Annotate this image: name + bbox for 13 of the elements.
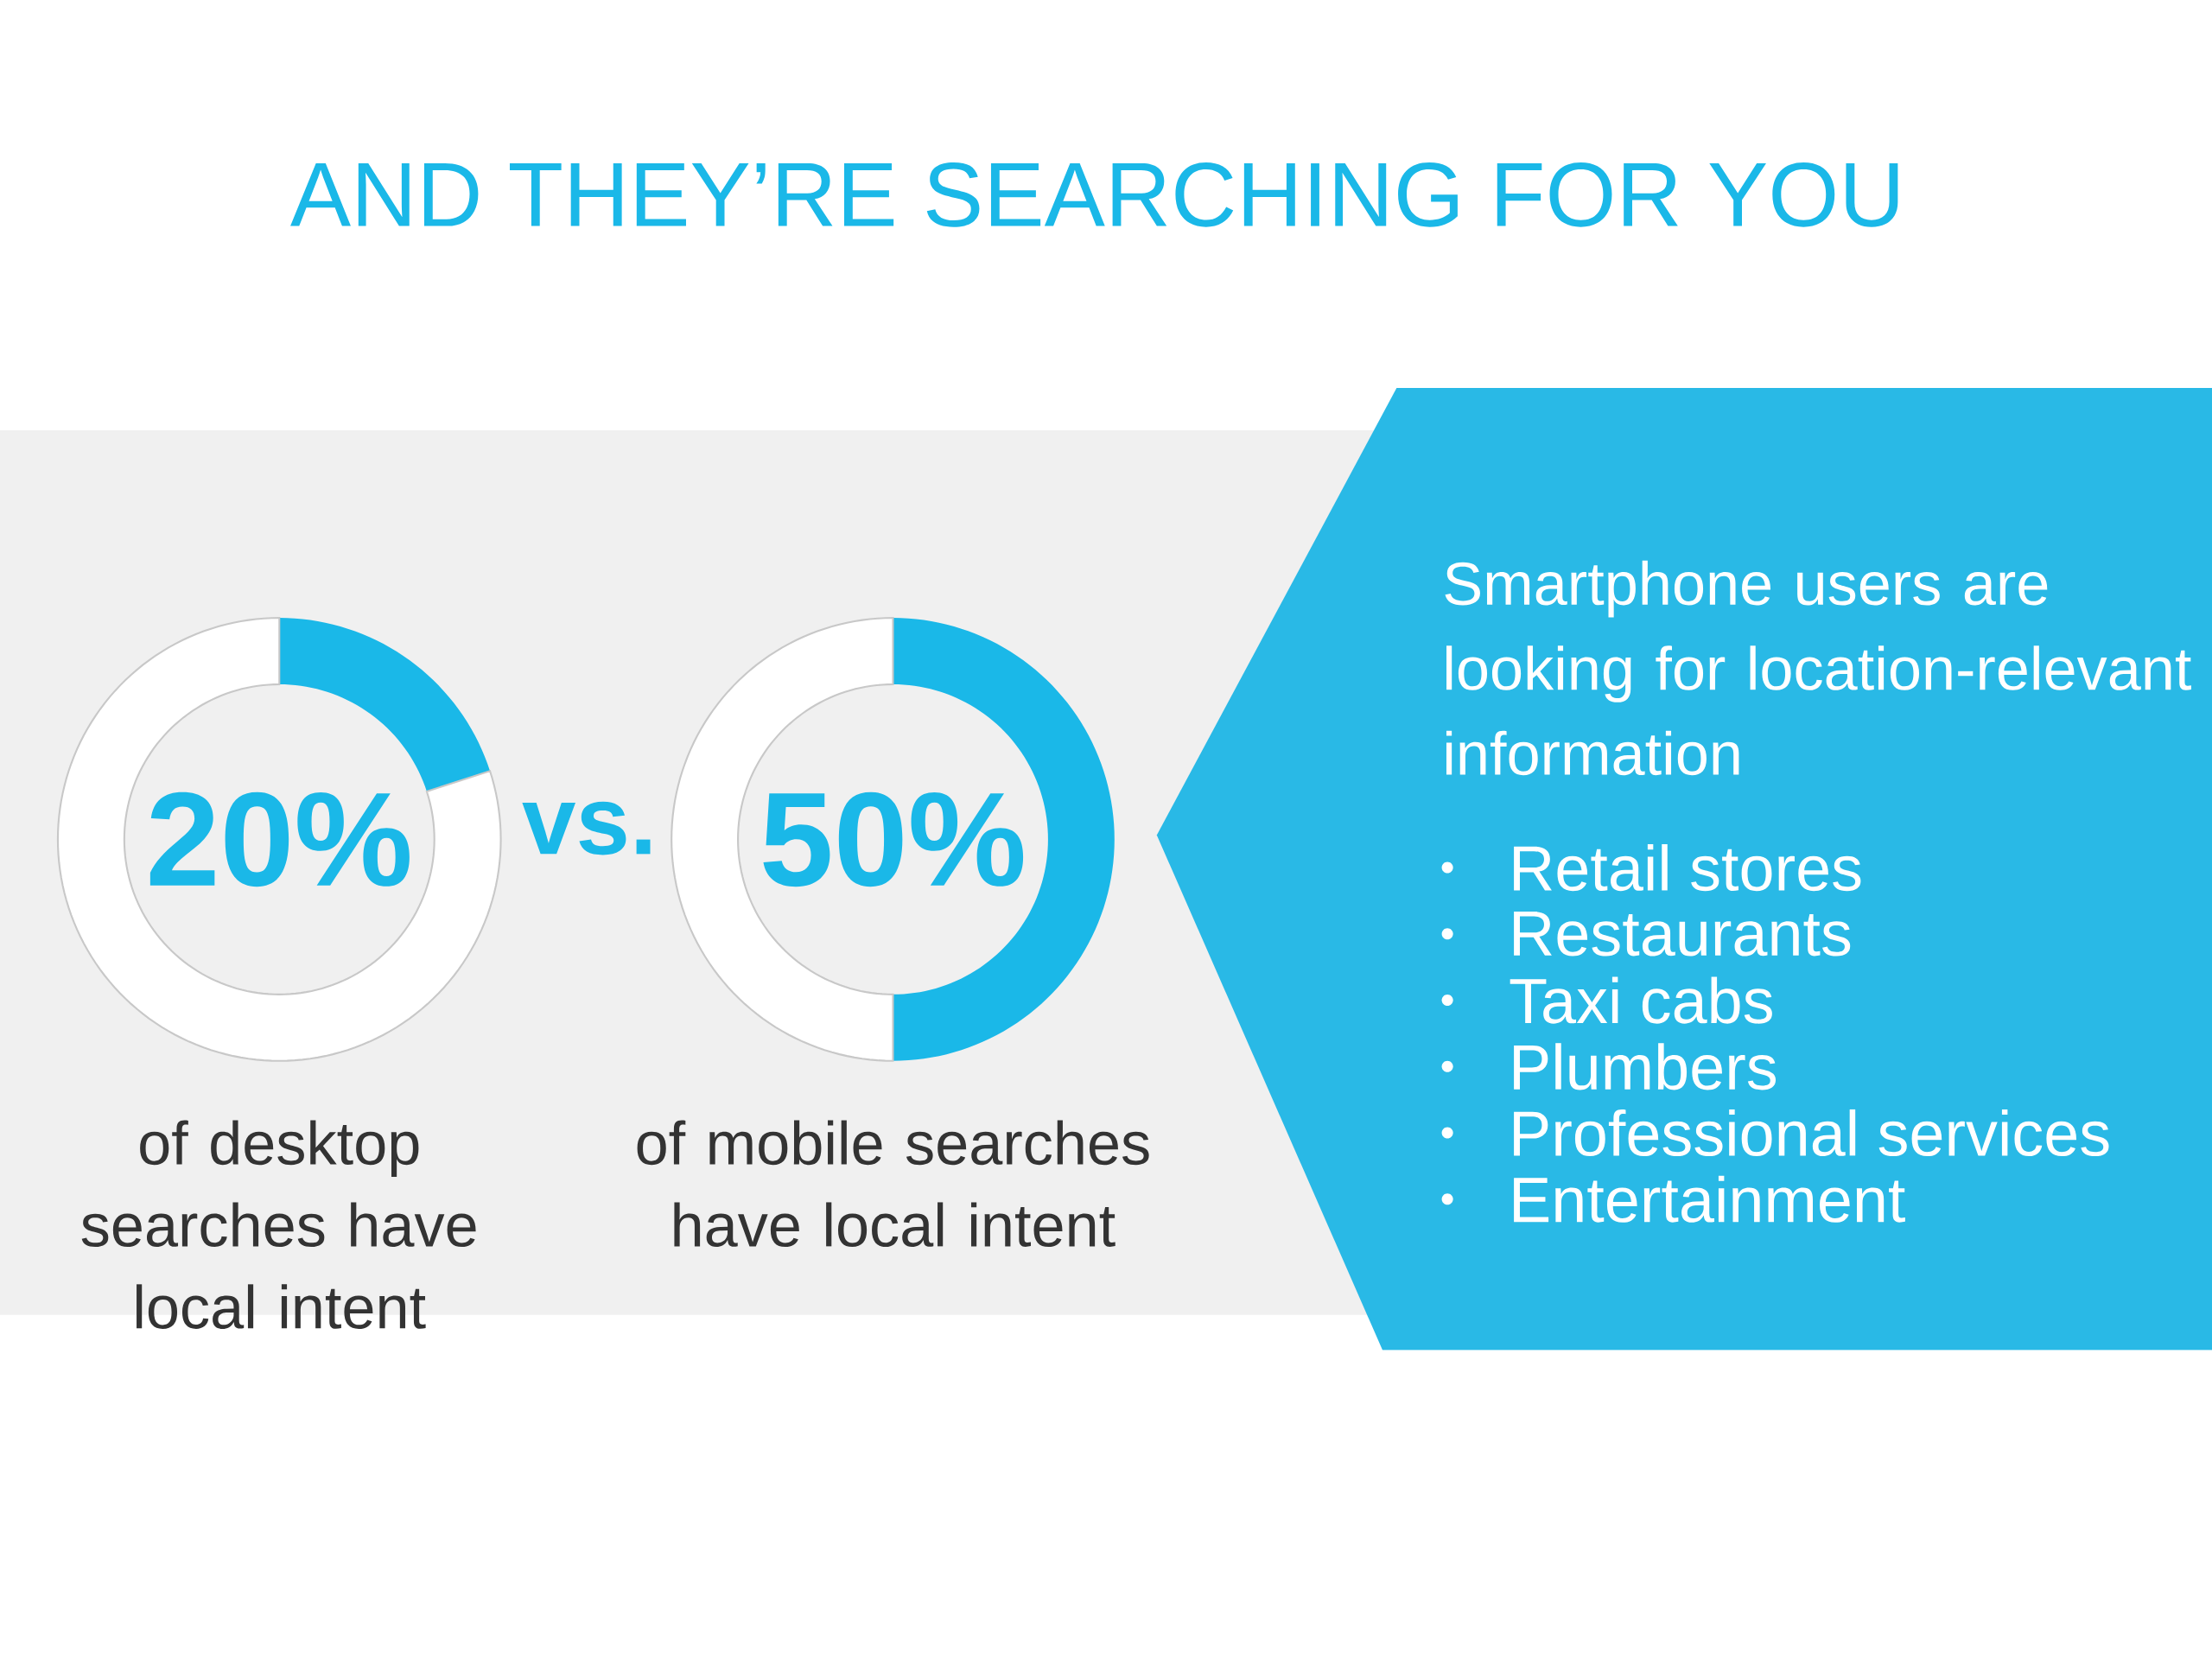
text: Plumbers	[1514, 1043, 1777, 1090]
text: vs.	[522, 801, 651, 855]
text: Taxi cabs	[1510, 976, 1772, 1024]
text: Professional services	[1514, 1109, 2109, 1157]
text: of mobile searches have local intent	[637, 1120, 1149, 1248]
data-label: 20%	[149, 791, 410, 887]
text: Restaurants	[1514, 912, 1851, 957]
text: Entertainment	[1514, 1175, 1905, 1223]
text: AND THEY’RE SEARCHING FOR YOU	[290, 162, 1898, 227]
text: Smartphone users are looking for location-relevant information	[1445, 560, 2191, 776]
text: of desktop searches have local intent	[81, 1120, 476, 1329]
text: Retail stores	[1514, 843, 1861, 892]
data-label: 50%	[763, 791, 1024, 887]
